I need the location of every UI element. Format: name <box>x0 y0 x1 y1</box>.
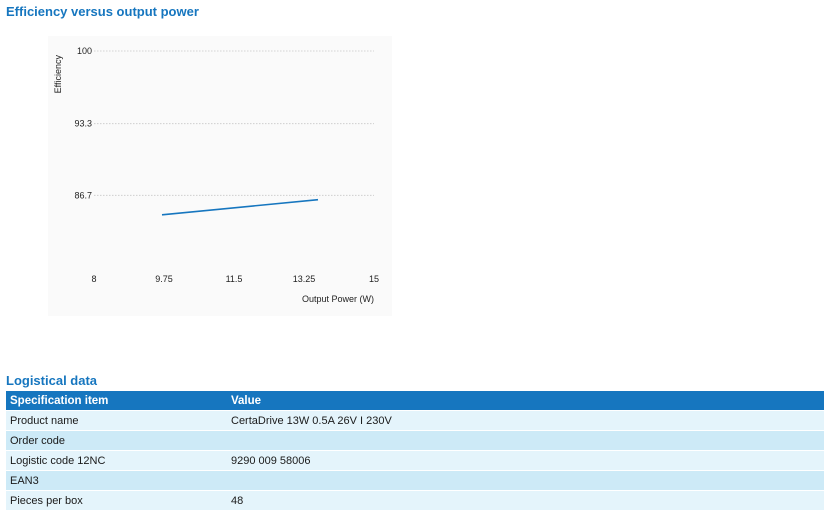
row-value <box>227 470 824 491</box>
efficiency-series-line <box>161 198 319 216</box>
table-header-row: Specification item Value <box>6 391 824 411</box>
efficiency-chart-svg: 86.7 93.3 100 8 9.75 11.5 13.25 15 Output Power … <box>53 46 379 304</box>
row-label: Pieces per box <box>6 490 227 510</box>
x-tick-label: 11.5 <box>226 274 243 284</box>
y-axis-label: Efficiency <box>53 55 63 94</box>
y-tick-label: 86.7 <box>74 190 92 200</box>
row-label: Logistic code 12NC <box>6 450 227 471</box>
logistics-table: Specification item Value Product name Ce… <box>6 391 824 510</box>
table-row: Pieces per box 48 <box>6 490 824 510</box>
efficiency-chart: 86.7 93.3 100 8 9.75 11.5 13.25 15 Output Power … <box>48 36 392 316</box>
row-value <box>227 430 824 451</box>
x-tick-label: 15 <box>369 274 379 284</box>
y-tick-label: 93.3 <box>74 119 92 129</box>
header-value: Value <box>227 391 824 411</box>
row-value: CertaDrive 13W 0.5A 26V I 230V <box>227 410 824 431</box>
row-label: EAN3 <box>6 470 227 491</box>
x-axis-label: Output Power (W) <box>302 294 374 304</box>
y-tick-label: 100 <box>77 46 92 56</box>
x-tick-label: 13.25 <box>293 274 316 284</box>
logistics-section-title: Logistical data <box>6 373 98 388</box>
row-value: 9290 009 58006 <box>227 450 824 471</box>
table-row: Logistic code 12NC 9290 009 58006 <box>6 450 824 471</box>
table-row: Product name CertaDrive 13W 0.5A 26V I 2… <box>6 410 824 431</box>
x-tick-label: 9.75 <box>155 274 173 284</box>
row-label: Order code <box>6 430 227 451</box>
row-value: 48 <box>227 490 824 510</box>
x-tick-label: 8 <box>91 274 96 284</box>
row-label: Product name <box>6 410 227 431</box>
table-row: EAN3 <box>6 470 824 491</box>
header-specification-item: Specification item <box>6 391 227 411</box>
chart-section-title: Efficiency versus output power <box>6 4 199 19</box>
table-row: Order code <box>6 430 824 451</box>
